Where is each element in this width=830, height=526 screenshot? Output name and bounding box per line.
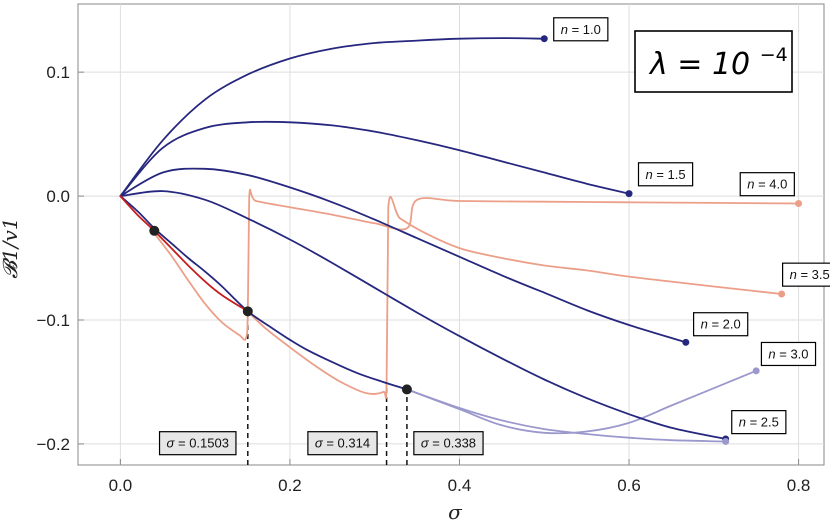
- curve-label: n = 4.0: [739, 172, 795, 197]
- series-line: [246, 196, 783, 400]
- curve-label-symbol: n: [747, 177, 754, 192]
- curve-label-text: σ = 0.338: [421, 436, 476, 451]
- curve-label: n = 1.5: [637, 162, 694, 187]
- data-point: [722, 437, 730, 445]
- x-tick-label: 0.2: [278, 476, 302, 495]
- series-line: [119, 190, 727, 440]
- series-line: [119, 195, 408, 391]
- data-point: [752, 367, 760, 375]
- curve-label-text: n = 2.5: [739, 415, 779, 430]
- curve-label-box: [760, 341, 817, 367]
- curve-label-symbol: n: [701, 317, 708, 332]
- data-point: [540, 35, 548, 43]
- series-lines: [119, 37, 800, 443]
- x-tick-label: 0.0: [109, 476, 133, 495]
- curve-label-box: [158, 431, 237, 456]
- curve-label-text: n = 3.5: [790, 267, 830, 282]
- curve-label: n = 3.0: [760, 341, 817, 367]
- curve-label-text: n = 1.0: [561, 22, 601, 37]
- lambda-text: λ = 10: [648, 47, 750, 82]
- series-line: [119, 167, 687, 344]
- series-line: [153, 188, 800, 341]
- curve-label-value: = 3.5: [797, 267, 830, 282]
- curve-label-symbol: σ: [421, 436, 430, 451]
- data-point: [682, 338, 690, 346]
- curve-label-symbol: n: [646, 167, 653, 182]
- series-line: [119, 37, 546, 197]
- curve-label-value: = 4.0: [754, 177, 787, 192]
- curve-label-box: [693, 312, 749, 337]
- curve-label: σ = 0.314: [307, 431, 378, 456]
- curve-label-value: = 2.5: [746, 415, 779, 430]
- curve-label-text: σ = 0.1503: [167, 436, 229, 451]
- lambda-exponent: −4: [760, 44, 788, 66]
- curve-label-text: n = 2.0: [701, 317, 741, 332]
- curve-label-symbol: n: [790, 267, 797, 282]
- curve-label-box: [413, 431, 484, 456]
- curve-label-value: = 2.0: [708, 317, 741, 332]
- curve-label: n = 3.5: [782, 262, 830, 287]
- dashed-guides: [247, 311, 408, 465]
- y-axis-ticks: −0.2 −0.1 0.0 0.1: [36, 63, 84, 454]
- curve-labels: n = 1.0n = 1.5n = 4.0n = 3.5n = 2.0n = 3…: [158, 17, 830, 456]
- curve-label-symbol: σ: [167, 436, 176, 451]
- curve-label-box: [637, 162, 694, 187]
- data-point: [778, 290, 786, 298]
- data-point: [795, 200, 803, 208]
- y-tick-label: 0.1: [46, 63, 70, 82]
- curve-label-value: = 1.0: [568, 22, 601, 37]
- series-line: [406, 388, 727, 443]
- curve-label: n = 2.0: [693, 312, 749, 337]
- y-tick-label: −0.2: [36, 435, 70, 454]
- x-tick-label: 0.4: [448, 476, 472, 495]
- curve-label-text: n = 4.0: [747, 177, 787, 192]
- series-line: [119, 120, 630, 197]
- curve-label-text: σ = 0.314: [315, 436, 370, 451]
- x-tick-label: 0.6: [617, 476, 641, 495]
- curve-label: n = 1.0: [553, 17, 609, 42]
- x-axis-title: σ: [448, 500, 463, 524]
- curve-label-text: n = 3.0: [768, 346, 808, 361]
- curve-label-symbol: n: [739, 415, 746, 430]
- curve-label-symbol: n: [768, 346, 775, 361]
- data-point: [149, 225, 160, 236]
- curve-label-value: = 3.0: [776, 346, 809, 361]
- curve-label-value: = 0.314: [323, 436, 370, 451]
- lambda-annotation: λ = 10 −4: [634, 30, 793, 93]
- lambda-box: [634, 30, 793, 93]
- curve-label-symbol: σ: [315, 436, 324, 451]
- y-axis-title: 𝓑1/v1: [0, 217, 22, 278]
- data-point: [625, 190, 633, 198]
- curve-label: σ = 0.1503: [158, 431, 237, 456]
- y-tick-label: 0.0: [46, 187, 70, 206]
- data-points: [149, 35, 803, 445]
- curve-label-box: [782, 262, 830, 287]
- data-point: [242, 306, 253, 317]
- curve-label-box: [739, 172, 795, 197]
- y-tick-label: −0.1: [36, 311, 70, 330]
- curve-label-value: = 0.1503: [174, 436, 229, 451]
- curve-label: n = 2.5: [731, 410, 787, 435]
- curve-label-symbol: n: [561, 22, 568, 37]
- curve-label-value: = 1.5: [653, 167, 686, 182]
- curve-label-value: = 0.338: [429, 436, 476, 451]
- curve-label-box: [553, 17, 609, 42]
- curve-label-text: n = 1.5: [646, 167, 686, 182]
- x-axis-ticks: 0.0 0.2 0.4 0.6 0.8: [109, 459, 811, 495]
- data-point: [401, 384, 412, 395]
- series-line: [406, 369, 758, 435]
- plot-frame: [77, 3, 825, 466]
- series-line: [119, 195, 249, 313]
- x-tick-label: 0.8: [787, 476, 811, 495]
- curve-label-box: [307, 431, 378, 456]
- curve-label-box: [731, 410, 787, 435]
- svg-text:λ = 10 −4: λ = 10 −4: [648, 44, 788, 82]
- curve-label: σ = 0.338: [413, 431, 484, 456]
